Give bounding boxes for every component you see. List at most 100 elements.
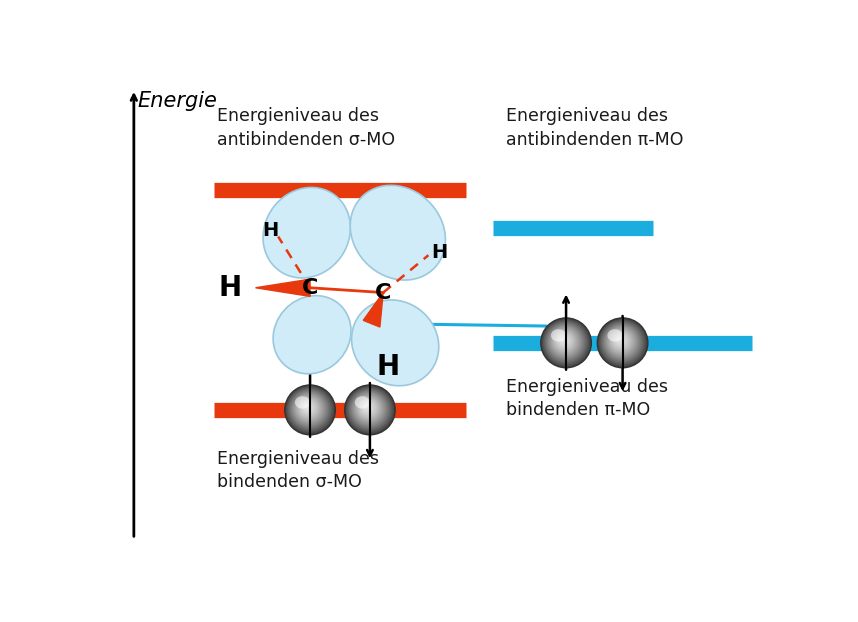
Ellipse shape	[352, 392, 386, 426]
Ellipse shape	[602, 323, 641, 361]
Ellipse shape	[302, 402, 314, 414]
Ellipse shape	[551, 329, 566, 341]
Ellipse shape	[619, 339, 620, 341]
Ellipse shape	[296, 396, 321, 420]
Ellipse shape	[607, 328, 636, 356]
Ellipse shape	[598, 319, 647, 366]
Ellipse shape	[347, 387, 393, 432]
Ellipse shape	[298, 398, 318, 418]
Ellipse shape	[545, 322, 586, 362]
Ellipse shape	[293, 393, 325, 425]
Ellipse shape	[554, 331, 574, 351]
Text: C: C	[302, 278, 318, 298]
Ellipse shape	[354, 396, 370, 409]
Text: H: H	[377, 353, 400, 381]
Ellipse shape	[610, 330, 632, 352]
Ellipse shape	[604, 325, 639, 359]
Ellipse shape	[603, 324, 640, 360]
Ellipse shape	[618, 338, 622, 342]
Ellipse shape	[553, 329, 577, 353]
Ellipse shape	[551, 328, 579, 356]
Ellipse shape	[606, 326, 637, 358]
Ellipse shape	[357, 397, 379, 419]
Text: Energieniveau des
antibindenden σ-MO: Energieniveau des antibindenden σ-MO	[217, 107, 395, 149]
Ellipse shape	[300, 400, 316, 416]
Ellipse shape	[562, 339, 565, 341]
Ellipse shape	[615, 335, 625, 345]
Ellipse shape	[613, 333, 629, 349]
Ellipse shape	[288, 389, 331, 430]
Ellipse shape	[355, 396, 382, 422]
Ellipse shape	[356, 396, 380, 420]
Ellipse shape	[359, 399, 377, 417]
Ellipse shape	[550, 327, 580, 356]
Ellipse shape	[293, 394, 324, 424]
Ellipse shape	[617, 337, 623, 343]
Ellipse shape	[556, 333, 572, 349]
Ellipse shape	[559, 335, 569, 345]
Ellipse shape	[559, 337, 567, 345]
Ellipse shape	[349, 389, 390, 429]
Ellipse shape	[555, 332, 573, 350]
Text: H: H	[219, 274, 242, 302]
Text: Energieniveau des
bindenden σ-MO: Energieniveau des bindenden σ-MO	[217, 450, 379, 491]
Ellipse shape	[601, 322, 642, 362]
Ellipse shape	[361, 402, 374, 414]
Ellipse shape	[305, 404, 311, 411]
Ellipse shape	[608, 328, 634, 355]
Ellipse shape	[557, 334, 571, 348]
Ellipse shape	[351, 391, 387, 427]
Text: C: C	[375, 282, 391, 302]
Ellipse shape	[548, 325, 583, 359]
Ellipse shape	[360, 400, 376, 416]
Ellipse shape	[360, 401, 375, 415]
Ellipse shape	[547, 323, 584, 361]
Ellipse shape	[366, 405, 369, 409]
Ellipse shape	[352, 300, 438, 386]
Ellipse shape	[286, 386, 335, 434]
Ellipse shape	[363, 404, 372, 411]
Text: Energie: Energie	[138, 91, 218, 111]
Ellipse shape	[350, 185, 445, 280]
Ellipse shape	[290, 390, 329, 428]
Ellipse shape	[607, 329, 623, 341]
Ellipse shape	[295, 396, 310, 409]
Ellipse shape	[285, 385, 335, 435]
Ellipse shape	[287, 388, 332, 432]
Ellipse shape	[304, 404, 311, 411]
Ellipse shape	[597, 318, 648, 368]
Ellipse shape	[552, 328, 577, 355]
Ellipse shape	[613, 334, 627, 348]
Ellipse shape	[263, 187, 350, 278]
Ellipse shape	[354, 394, 383, 422]
Ellipse shape	[364, 404, 371, 411]
Text: Energieniveau des
bindenden π-MO: Energieniveau des bindenden π-MO	[506, 378, 668, 419]
Ellipse shape	[609, 329, 633, 353]
Ellipse shape	[547, 324, 583, 360]
Ellipse shape	[289, 389, 329, 429]
Ellipse shape	[543, 320, 588, 364]
Ellipse shape	[616, 337, 624, 345]
Ellipse shape	[549, 326, 581, 358]
Polygon shape	[363, 292, 384, 327]
Ellipse shape	[612, 332, 630, 350]
Ellipse shape	[292, 392, 326, 426]
Ellipse shape	[541, 319, 590, 366]
Text: H: H	[432, 243, 448, 262]
Text: H: H	[262, 221, 278, 240]
Ellipse shape	[297, 397, 319, 419]
Ellipse shape	[301, 401, 315, 415]
Ellipse shape	[611, 331, 631, 351]
Ellipse shape	[303, 402, 312, 412]
Ellipse shape	[353, 394, 384, 424]
Ellipse shape	[558, 335, 570, 346]
Ellipse shape	[287, 387, 333, 432]
Ellipse shape	[599, 320, 645, 366]
Ellipse shape	[305, 405, 309, 409]
Ellipse shape	[561, 338, 565, 342]
Ellipse shape	[291, 391, 328, 427]
Ellipse shape	[544, 322, 587, 363]
Ellipse shape	[294, 394, 323, 422]
Ellipse shape	[541, 318, 591, 368]
Ellipse shape	[358, 398, 378, 418]
